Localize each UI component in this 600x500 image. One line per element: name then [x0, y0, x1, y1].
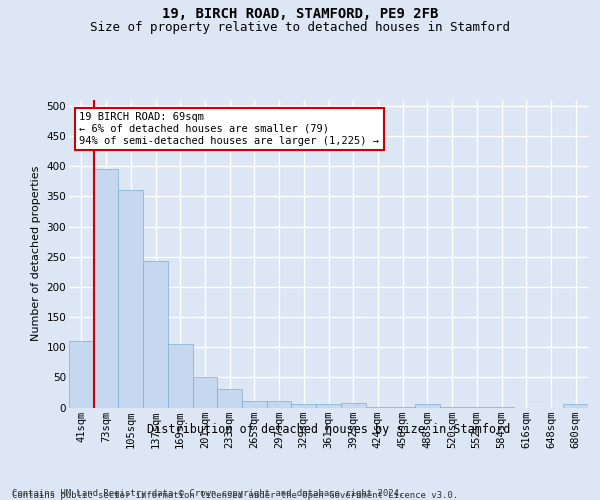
Bar — [267, 402, 292, 407]
Bar — [217, 390, 242, 407]
Bar — [464, 407, 489, 408]
Bar — [316, 404, 341, 407]
Text: Contains public sector information licensed under the Open Government Licence v3: Contains public sector information licen… — [12, 491, 458, 500]
Bar — [489, 407, 514, 408]
Text: Size of property relative to detached houses in Stamford: Size of property relative to detached ho… — [90, 21, 510, 34]
Bar — [94, 170, 118, 408]
Bar — [69, 341, 94, 407]
Bar — [341, 402, 365, 407]
Bar — [365, 407, 390, 408]
Bar — [292, 404, 316, 407]
Bar — [193, 378, 217, 408]
Text: 19 BIRCH ROAD: 69sqm
← 6% of detached houses are smaller (79)
94% of semi-detach: 19 BIRCH ROAD: 69sqm ← 6% of detached ho… — [79, 112, 379, 146]
Bar — [563, 404, 588, 407]
Bar — [143, 261, 168, 408]
Bar — [168, 344, 193, 408]
Bar — [118, 190, 143, 408]
Bar — [415, 404, 440, 407]
Text: Distribution of detached houses by size in Stamford: Distribution of detached houses by size … — [147, 422, 511, 436]
Bar — [242, 402, 267, 407]
Y-axis label: Number of detached properties: Number of detached properties — [31, 166, 41, 342]
Bar — [440, 407, 464, 408]
Text: Contains HM Land Registry data © Crown copyright and database right 2024.: Contains HM Land Registry data © Crown c… — [12, 488, 404, 498]
Text: 19, BIRCH ROAD, STAMFORD, PE9 2FB: 19, BIRCH ROAD, STAMFORD, PE9 2FB — [162, 8, 438, 22]
Bar — [390, 407, 415, 408]
